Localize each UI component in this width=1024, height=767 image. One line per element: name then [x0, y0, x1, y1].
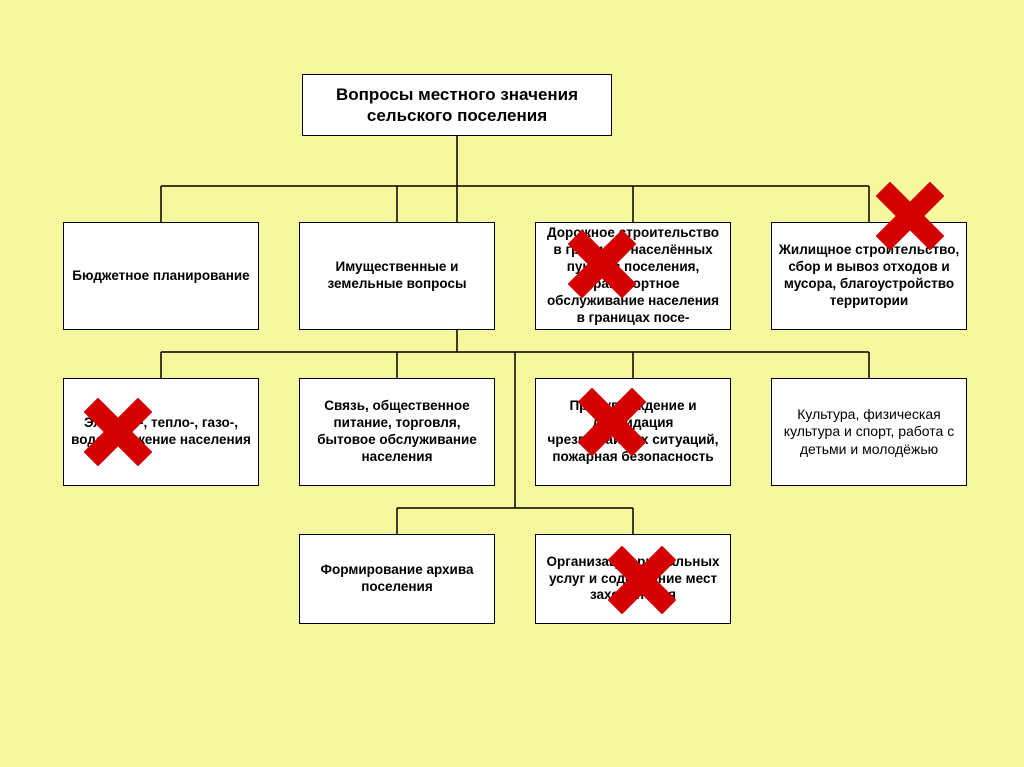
node-label: Культура, физическая культура и спорт, р…: [778, 406, 960, 459]
node-emergency: Предупреждение и ликвидация чрезвычайных…: [535, 378, 731, 486]
title-box: Вопросы местного значения сельского посе…: [302, 74, 612, 136]
node-label: Предупреждение и ликвидация чрезвычайных…: [542, 398, 724, 466]
node-utilities: Электро-, тепло-, газо-, водоснабжение н…: [63, 378, 259, 486]
node-label: Жилищное строительство, сбор и вывоз отх…: [778, 242, 960, 310]
node-communication: Связь, общественное питание, торговля, б…: [299, 378, 495, 486]
node-label: Формирование архива поселения: [306, 562, 488, 596]
node-housing: Жилищное строительство, сбор и вывоз отх…: [771, 222, 967, 330]
node-culture: Культура, физическая культура и спорт, р…: [771, 378, 967, 486]
node-roads: Дорожное строительство в границах населё…: [535, 222, 731, 330]
node-ritual: Организация ритуальных услуг и содержани…: [535, 534, 731, 624]
node-label: Электро-, тепло-, газо-, водоснабжение н…: [70, 415, 252, 449]
node-label: Связь, общественное питание, торговля, б…: [306, 398, 488, 466]
node-label: Организация ритуальных услуг и содержани…: [542, 554, 724, 605]
node-property: Имущественные и земельные вопросы: [299, 222, 495, 330]
node-archive: Формирование архива поселения: [299, 534, 495, 624]
node-budget: Бюджетное планирование: [63, 222, 259, 330]
node-label: Бюджетное планирование: [72, 268, 249, 285]
title-text: Вопросы местного значения сельского посе…: [309, 84, 605, 127]
node-label: Дорожное строительство в границах населё…: [542, 225, 724, 326]
node-label: Имущественные и земельные вопросы: [306, 259, 488, 293]
